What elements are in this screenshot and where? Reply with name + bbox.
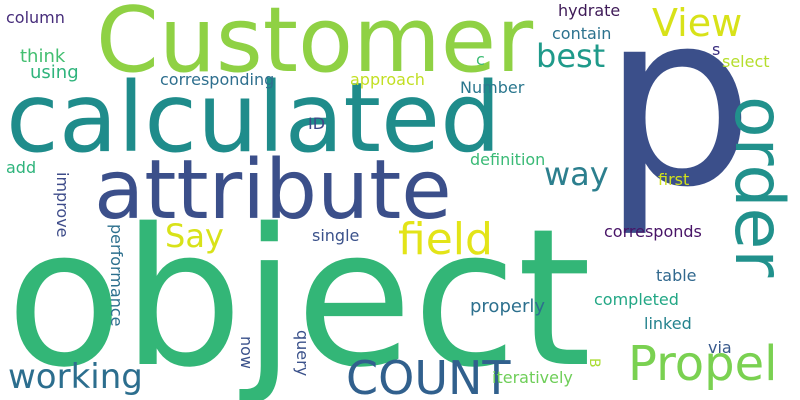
- word-view: View: [652, 1, 743, 45]
- word-via: via: [708, 338, 732, 357]
- word-iteratively: iteratively: [492, 368, 573, 387]
- word-customer: Customer: [96, 0, 534, 93]
- word-corresponds: corresponds: [604, 222, 702, 241]
- word-approach: approach: [350, 70, 425, 89]
- word-calculated: calculated: [6, 62, 502, 174]
- word-c: c: [476, 50, 485, 69]
- word-think: think: [20, 46, 66, 67]
- word-properly: properly: [470, 296, 545, 317]
- word-b: B: [586, 358, 602, 368]
- word-contain: contain: [552, 24, 612, 43]
- word-say: Say: [165, 217, 224, 255]
- word-corresponding: corresponding: [160, 70, 275, 89]
- word-p: p: [602, 0, 755, 240]
- word-best: best: [536, 37, 606, 75]
- word-now: now: [237, 336, 256, 370]
- word-object: object: [6, 188, 592, 400]
- word-definition: definition: [470, 150, 546, 169]
- word-linked: linked: [644, 314, 692, 333]
- word-way: way: [544, 155, 609, 193]
- word-s: s: [712, 40, 721, 59]
- word-using: using: [30, 62, 79, 83]
- word-performance: performance: [107, 224, 126, 327]
- word-column: column: [6, 8, 65, 27]
- word-propel: Propel: [628, 336, 778, 392]
- word-select: select: [722, 52, 770, 71]
- word-first: first: [658, 170, 690, 189]
- word-table: table: [656, 266, 697, 285]
- word-number: Number: [460, 78, 525, 97]
- word-add: add: [6, 158, 37, 177]
- word-id: ID: [308, 114, 326, 133]
- word-single: single: [312, 226, 360, 245]
- word-count: COUNT: [346, 351, 511, 400]
- word-working: working: [8, 357, 143, 397]
- word-field: field: [398, 214, 493, 265]
- word-attribute: attribute: [94, 143, 452, 238]
- word-query: query: [293, 330, 312, 377]
- word-improve: improve: [53, 172, 72, 238]
- word-order: order: [719, 96, 798, 278]
- word-completed: completed: [594, 290, 679, 309]
- word-hydrate: hydrate: [558, 1, 621, 20]
